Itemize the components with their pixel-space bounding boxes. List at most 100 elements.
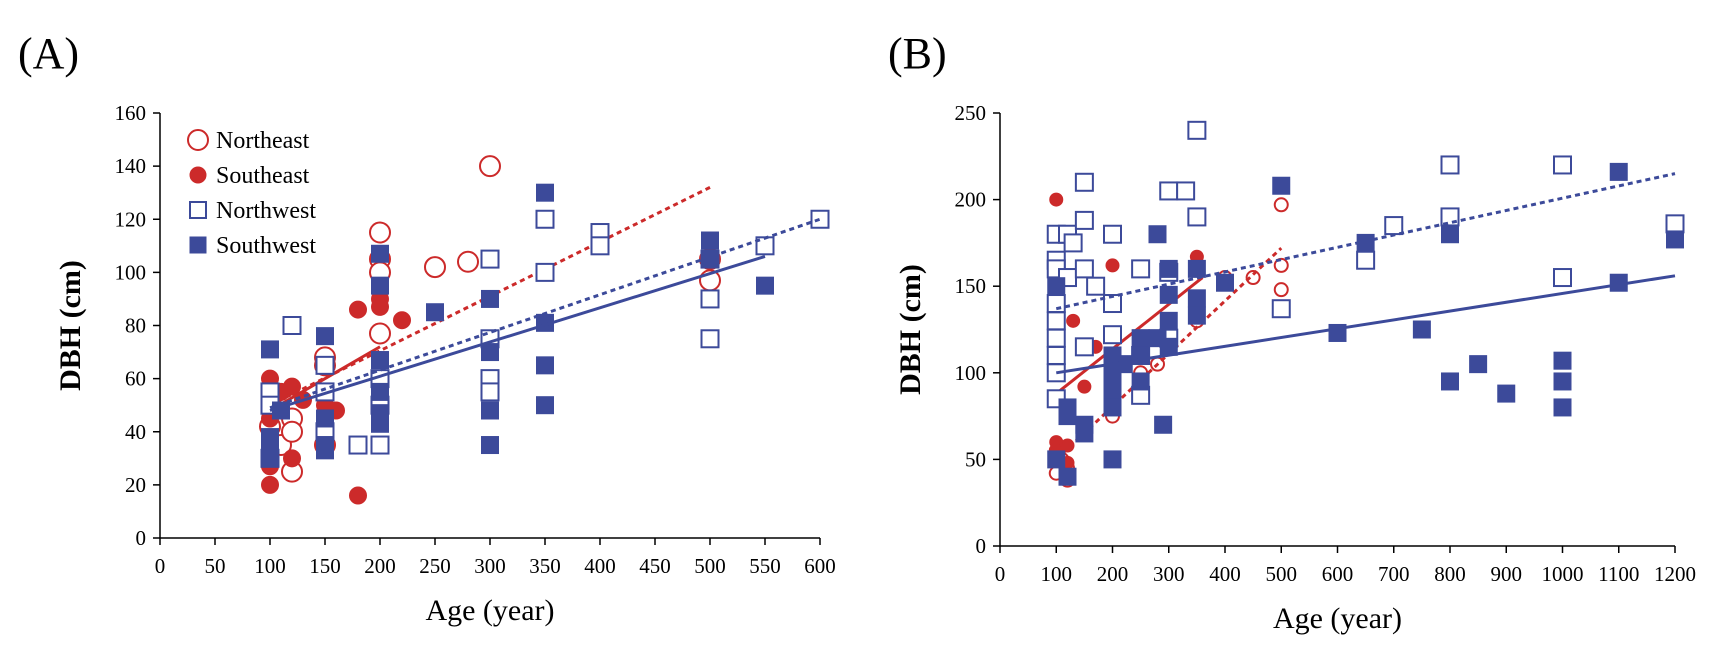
data-point bbox=[480, 382, 500, 402]
data-point bbox=[1273, 257, 1289, 273]
x-tick-label: 400 bbox=[1209, 562, 1241, 586]
y-tick-label: 100 bbox=[115, 260, 147, 284]
y-tick-label: 50 bbox=[965, 447, 986, 471]
x-tick-label: 50 bbox=[205, 554, 226, 578]
y-tick-label: 60 bbox=[125, 367, 146, 391]
x-tick-label: 400 bbox=[584, 554, 616, 578]
trend-line bbox=[1055, 276, 1204, 395]
legend-marker bbox=[189, 201, 207, 219]
data-point bbox=[1066, 313, 1081, 328]
data-point bbox=[1046, 311, 1066, 331]
data-point bbox=[1103, 381, 1122, 400]
data-point bbox=[1553, 155, 1572, 175]
data-point bbox=[393, 311, 411, 330]
data-point bbox=[371, 414, 389, 433]
data-point bbox=[1047, 277, 1066, 296]
data-point bbox=[1148, 225, 1167, 244]
y-tick-label: 140 bbox=[115, 154, 147, 178]
x-tick-label: 800 bbox=[1434, 562, 1466, 586]
x-tick-label: 0 bbox=[995, 562, 1006, 586]
data-point bbox=[1074, 172, 1094, 192]
data-point bbox=[426, 303, 444, 322]
legend-label: Southeast bbox=[216, 163, 310, 189]
data-point bbox=[282, 316, 302, 335]
data-point bbox=[1046, 345, 1066, 365]
y-axis-title: DBH (cm) bbox=[894, 264, 927, 395]
data-point bbox=[1049, 192, 1064, 207]
data-point bbox=[1469, 355, 1488, 374]
series-2 bbox=[260, 209, 830, 468]
data-point bbox=[1665, 214, 1685, 234]
panel-label: (A) bbox=[18, 29, 79, 78]
data-point bbox=[369, 322, 391, 345]
x-tick-label: 1100 bbox=[1598, 562, 1639, 586]
panel-label: (B) bbox=[888, 29, 947, 78]
data-point bbox=[424, 256, 446, 279]
data-point bbox=[1058, 467, 1077, 486]
data-point bbox=[1103, 224, 1122, 244]
legend: Northeast Southeast Northwest Southwest bbox=[187, 128, 316, 259]
data-point bbox=[1086, 276, 1106, 296]
data-point bbox=[481, 436, 499, 455]
data-point bbox=[1046, 328, 1066, 348]
x-tick-label: 550 bbox=[749, 554, 781, 578]
x-tick-label: 900 bbox=[1491, 562, 1523, 586]
data-point bbox=[1074, 210, 1094, 230]
x-tick-label: 350 bbox=[529, 554, 561, 578]
data-point bbox=[1272, 176, 1291, 195]
data-point bbox=[371, 297, 389, 316]
data-point bbox=[1159, 285, 1178, 304]
data-point bbox=[535, 262, 555, 282]
x-axis-title: Age (year) bbox=[425, 594, 554, 627]
data-point bbox=[810, 209, 830, 229]
x-tick-label: 500 bbox=[694, 554, 726, 578]
data-point bbox=[1187, 306, 1206, 325]
data-point bbox=[1553, 268, 1572, 288]
data-point bbox=[536, 356, 554, 375]
data-point bbox=[1159, 181, 1179, 201]
data-point bbox=[1060, 438, 1075, 453]
trend-line bbox=[1056, 274, 1676, 375]
legend-marker bbox=[189, 236, 207, 254]
data-point bbox=[1046, 294, 1066, 314]
data-point bbox=[1159, 259, 1178, 278]
y-tick-label: 250 bbox=[955, 101, 987, 125]
data-point bbox=[1131, 372, 1150, 391]
data-point bbox=[481, 343, 499, 362]
data-point bbox=[316, 327, 334, 346]
data-point bbox=[756, 276, 774, 295]
x-axis-title: Age (year) bbox=[1273, 602, 1402, 635]
panel-b: (B) 0 50 100 150 200 250 0 100 200 300 400 500 600 700… bbox=[888, 29, 1696, 635]
data-point bbox=[1105, 258, 1120, 273]
x-tick-label: 600 bbox=[1322, 562, 1354, 586]
data-point bbox=[481, 289, 499, 308]
data-point bbox=[1187, 207, 1207, 227]
data-point bbox=[590, 236, 610, 256]
y-tick-label: 100 bbox=[955, 361, 987, 385]
data-point bbox=[1441, 225, 1459, 244]
x-tick-label: 450 bbox=[639, 554, 671, 578]
x-tick-label: 200 bbox=[364, 554, 396, 578]
y-tick-label: 0 bbox=[976, 534, 987, 558]
data-point bbox=[281, 420, 303, 443]
trend-line bbox=[269, 255, 766, 412]
data-point bbox=[370, 435, 390, 455]
data-point bbox=[1103, 450, 1122, 469]
y-tick-label: 160 bbox=[115, 101, 147, 125]
data-point bbox=[1271, 299, 1291, 319]
data-point bbox=[1159, 311, 1178, 330]
data-point bbox=[536, 396, 554, 415]
data-point bbox=[1216, 273, 1234, 292]
data-point bbox=[535, 209, 555, 229]
y-tick-label: 0 bbox=[136, 526, 147, 550]
x-tick-label: 250 bbox=[419, 554, 451, 578]
x-tick-label: 1200 bbox=[1654, 562, 1696, 586]
data-point bbox=[701, 250, 719, 269]
data-point bbox=[371, 382, 389, 401]
data-point bbox=[1384, 216, 1404, 236]
data-point bbox=[1187, 259, 1206, 278]
y-tick-label: 40 bbox=[125, 420, 146, 444]
data-point bbox=[1441, 372, 1459, 391]
data-point bbox=[349, 300, 367, 319]
